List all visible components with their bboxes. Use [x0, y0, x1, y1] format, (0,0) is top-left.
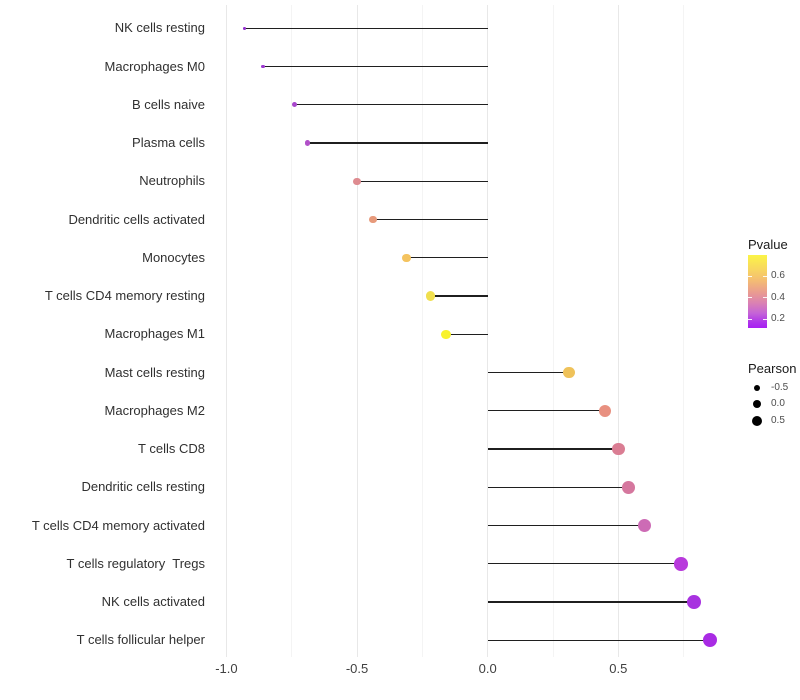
category-label: T cells CD4 memory activated	[31, 517, 205, 533]
lollipop-point	[261, 64, 265, 69]
lollipop-stem	[487, 410, 606, 412]
lollipop-stem	[307, 142, 488, 144]
lollipop-point	[702, 633, 717, 648]
pearson-size-dot	[753, 385, 760, 391]
gridline-major	[225, 5, 227, 657]
gridline-minor	[683, 5, 685, 657]
lollipop-stem	[487, 486, 629, 488]
lollipop-stem	[487, 448, 619, 450]
lollipop-point	[599, 404, 612, 417]
colorbar-tick-mark	[763, 297, 767, 299]
category-label: Dendritic cells resting	[81, 479, 205, 495]
lollipop-stem	[406, 257, 488, 259]
category-label: Macrophages M0	[104, 58, 205, 74]
colorbar-tick-mark	[763, 318, 767, 320]
lollipop-point	[291, 102, 297, 108]
pvalue-colorbar	[748, 255, 767, 328]
lollipop-stem	[487, 601, 695, 603]
category-label: NK cells resting	[114, 20, 205, 36]
lollipop-point	[637, 519, 651, 533]
category-label: Macrophages M2	[104, 402, 205, 418]
lollipop-point	[243, 26, 247, 30]
lollipop-point	[304, 140, 311, 146]
category-label: Dendritic cells activated	[68, 211, 205, 227]
lollipop-stem	[430, 295, 488, 297]
colorbar-tick-mark	[748, 275, 752, 277]
lollipop-stem	[294, 104, 488, 106]
gridline-minor	[421, 5, 423, 657]
lollipop-point	[425, 291, 435, 301]
x-axis-tick-label: 0.0	[478, 661, 497, 676]
category-label: Monocytes	[142, 249, 205, 265]
lollipop-stem	[357, 180, 488, 182]
pearson-size-label: 0.0	[771, 397, 785, 409]
gridline-major	[487, 5, 489, 657]
colorbar-tick-mark	[748, 297, 752, 299]
gridline-minor	[291, 5, 293, 657]
category-label: B cells naive	[132, 96, 205, 112]
lollipop-point	[353, 177, 361, 185]
category-label: NK cells activated	[101, 594, 205, 610]
pvalue-colorbar-tick-label: 0.6	[771, 270, 785, 282]
lollipop-stem	[445, 333, 488, 335]
pearson-size-dot	[752, 399, 761, 408]
pvalue-colorbar-tick-label: 0.2	[771, 313, 785, 325]
lollipop-stem	[262, 65, 488, 68]
lollipop-point	[612, 442, 625, 456]
gridline-major	[356, 5, 358, 657]
lollipop-stem	[487, 563, 682, 565]
x-axis-tick-label: -0.5	[345, 661, 369, 676]
colorbar-tick-mark	[748, 318, 752, 320]
lollipop-stem	[487, 524, 645, 527]
colorbar-tick-mark	[763, 275, 767, 277]
category-label: Macrophages M1	[104, 326, 205, 342]
gridline-major	[617, 5, 619, 657]
pvalue-colorbar-tick-label: 0.4	[771, 291, 785, 303]
category-label: Mast cells resting	[104, 364, 205, 380]
pvalue-legend-title: Pvalue	[748, 237, 788, 252]
lollipop-point	[562, 366, 575, 379]
lollipop-stem	[244, 27, 488, 29]
lollipop-point	[622, 480, 636, 494]
pearson-size-dot	[751, 415, 762, 426]
lollipop-point	[402, 253, 411, 263]
category-label: T cells CD4 memory resting	[44, 288, 205, 304]
lollipop-stem	[487, 639, 710, 641]
category-label: T cells regulatory Tregs	[66, 555, 205, 571]
lollipop-point	[441, 329, 451, 339]
category-label: Neutrophils	[139, 173, 205, 189]
pearson-legend-title: Pearson	[748, 361, 797, 376]
lollipop-point	[368, 215, 377, 224]
lollipop-point	[674, 557, 688, 571]
lollipop-stem	[487, 371, 569, 374]
category-label: Plasma cells	[132, 135, 205, 151]
category-label: T cells CD8	[138, 441, 205, 457]
lollipop-point	[687, 595, 701, 609]
category-label: T cells follicular helper	[76, 632, 205, 648]
pearson-size-label: -0.5	[771, 382, 789, 393]
lollipop-stem	[372, 218, 488, 221]
x-axis-tick-label: -1.0	[215, 661, 238, 676]
x-axis-tick-label: 0.5	[609, 661, 628, 676]
gridline-minor	[552, 5, 554, 657]
pearson-size-label: 0.5	[771, 414, 785, 426]
